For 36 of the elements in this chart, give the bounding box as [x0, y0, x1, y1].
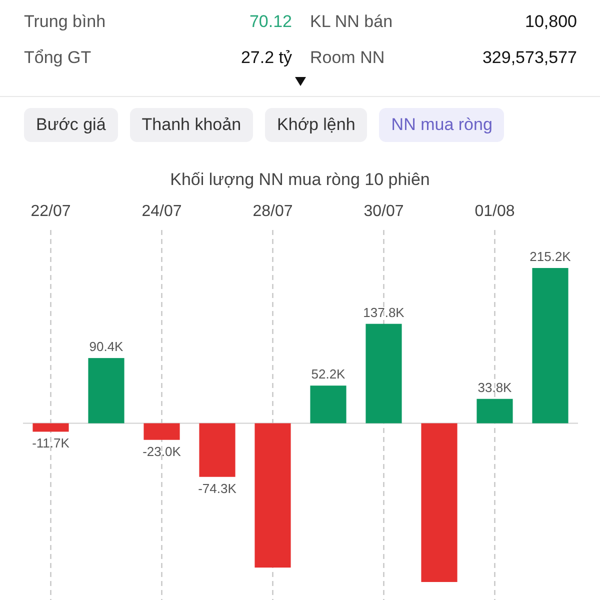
data-label: 215.2K — [530, 249, 572, 264]
x-tick-label: 30/07 — [364, 203, 404, 220]
data-label: -23.0K — [142, 444, 182, 459]
tab-button: Thanh khoản — [130, 108, 254, 142]
tab-button: NN mua ròng — [379, 108, 504, 142]
x-tick-label: 01/08 — [474, 203, 515, 220]
data-label: 137.8K — [363, 304, 405, 320]
text: 27.2 tỷ — [240, 48, 292, 68]
x-tick-label: 22/07 — [30, 203, 71, 220]
bar — [144, 423, 180, 440]
x-tick-label: 28/07 — [252, 203, 293, 220]
x-tick-label: 24/07 — [142, 203, 182, 220]
text: Tổng GT — [24, 48, 92, 68]
bar — [421, 423, 458, 582]
text: 70.12 — [249, 12, 292, 32]
bar — [199, 423, 236, 477]
text: Trung bình — [24, 12, 106, 32]
bar — [476, 398, 513, 424]
data-label: 90.4K — [89, 339, 124, 354]
chart-title: Khối lượng NN mua ròng 10 phiên — [170, 170, 430, 189]
data-label: 33.8K — [478, 380, 512, 395]
data-label: -74.3K — [198, 480, 237, 496]
tab-button: Khớp lệnh — [265, 108, 368, 142]
text: 10,800 — [525, 12, 577, 32]
tab-button: Bước giá — [24, 108, 118, 142]
text: 329,573,577 — [482, 48, 577, 68]
bar — [254, 423, 291, 568]
text: Room NN — [310, 48, 385, 68]
bar — [88, 358, 124, 424]
bar — [310, 386, 346, 424]
bar — [366, 324, 402, 424]
data-label: 52.2K — [311, 366, 346, 382]
text: KL NN bán — [310, 12, 393, 32]
data-label: -11.7K — [32, 436, 70, 451]
bar — [532, 268, 568, 424]
bar — [32, 423, 69, 432]
